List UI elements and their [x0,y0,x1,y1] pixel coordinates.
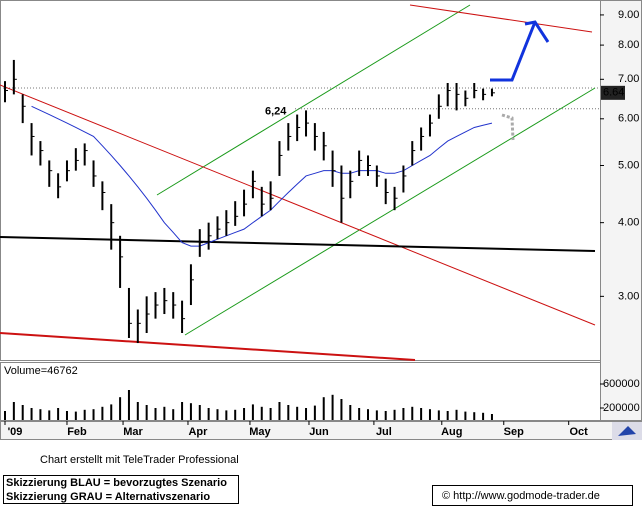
volume-bar [375,410,378,420]
volume-bar [48,410,51,420]
y-tick-label: 6.00 [618,113,639,125]
legend-blue: Skizzierung BLAU = bevorzugtes Szenario [6,477,227,489]
y-tick-label: 5.00 [618,159,639,171]
x-tick-label: Jul [376,426,392,438]
trend-red-top [409,4,593,33]
volume-bar [305,408,308,420]
volume-bar [367,409,369,420]
channel-upper [156,4,471,196]
volume-bar [420,408,423,420]
channel-lower [184,87,596,336]
copyright-box [432,485,633,506]
volume-bar [225,410,228,420]
x-tick-label: Oct [570,426,589,438]
legend-box [3,475,239,504]
x-tick-label: Feb [67,426,87,438]
volume-bar [482,412,485,420]
blue-arrowhead [524,20,550,43]
volume-bar [251,404,254,420]
volume-bar [278,402,281,420]
volume-bar [437,410,440,420]
volume-bar [12,402,15,420]
volume-tick-label: 600000 [603,378,640,390]
volume-bar [172,409,175,420]
last-price: 6.64 [603,87,624,99]
support-black [0,236,596,252]
volume-bar [163,406,166,420]
volume-label: Volume=46762 [4,365,78,377]
volume-bar [30,408,33,420]
x-tick-label: Jun [309,426,329,438]
volume-bar [119,397,122,420]
volume-bar [101,406,104,420]
x-tick-label: May [249,426,271,438]
volume-bar [92,409,95,420]
volume-bar [428,409,431,420]
volume-bar [446,411,449,420]
volume-bar [269,408,272,420]
volume-bar [296,406,299,420]
volume-bar [57,408,60,420]
x-tick-label: Apr [188,426,208,438]
volume-bar [65,411,68,420]
volume-bar [198,405,201,420]
credit: Chart erstellt mit TeleTrader Profession… [40,454,239,466]
volume-bar [189,403,192,420]
volume-bar [127,390,130,420]
trend-red-down [0,84,596,326]
copyright: © http://www.godmode-trader.de [442,490,600,502]
legend-gray: Skizzierung GRAU = Alternativszenario [6,491,210,503]
right-axis [600,0,642,421]
y-tick-label: 8.00 [618,39,639,51]
volume-bar [234,409,237,420]
volume-tick-label: 200000 [603,402,640,414]
volume-bar [455,409,458,420]
volume-bar [136,402,139,420]
x-tick-label: Sep [504,426,524,438]
volume-bar [402,408,405,420]
volume-bar [340,399,343,420]
y-tick-label: 3.00 [618,290,639,302]
volume-bar [74,411,77,420]
volume-bar [322,397,325,420]
volume-bar [216,409,219,420]
y-tick-label: 4.00 [618,217,639,229]
volume-bar [4,411,6,420]
volume-bar [21,405,24,420]
annotation: 6,24 [265,106,287,118]
support-red [0,332,416,361]
volume-bar [83,409,86,420]
volume-bar [181,402,184,420]
volume-bar [145,405,148,420]
x-tick-label: Aug [441,426,462,438]
volume-bar [39,409,42,420]
volume-bar [411,406,414,420]
volume-bar [287,405,290,420]
volume-bar [473,412,476,420]
blue-scenario [490,21,537,82]
corner-arrow [618,426,636,436]
volume-bar [490,414,493,420]
y-tick-label: 7.00 [618,73,639,85]
last-price-box [601,85,625,100]
volume-bar [154,408,157,420]
volume-bar [313,405,316,420]
gray-scenario [501,113,515,141]
x-tick-label: Mar [123,426,143,438]
volume-bar [358,408,361,420]
volume-bar [110,404,113,420]
volume-bar [384,411,387,420]
volume-bar [243,408,246,420]
volume-bar [331,394,334,420]
volume-bar [260,406,263,420]
volume-bar [393,409,396,420]
volume-bar [464,411,467,420]
volume-bar [349,405,352,420]
x-tick-label: '09 [8,426,23,438]
y-tick-label: 9.00 [618,9,639,21]
volume-bar [207,408,210,420]
